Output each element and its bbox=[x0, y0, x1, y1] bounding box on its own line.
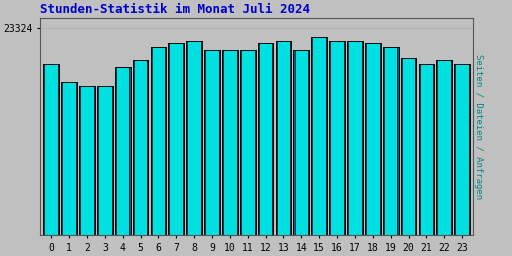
Bar bbox=[204, 50, 220, 235]
Bar bbox=[362, 41, 363, 235]
Bar bbox=[169, 43, 183, 235]
Bar bbox=[130, 67, 131, 235]
Bar bbox=[329, 41, 345, 235]
Bar bbox=[133, 60, 134, 235]
Bar bbox=[79, 86, 80, 235]
Bar bbox=[61, 81, 77, 235]
Bar bbox=[58, 65, 59, 235]
Bar bbox=[379, 43, 381, 235]
Bar bbox=[201, 41, 202, 235]
Bar bbox=[418, 65, 434, 235]
Bar bbox=[275, 41, 276, 235]
Bar bbox=[272, 43, 273, 235]
Bar bbox=[240, 50, 241, 235]
Bar bbox=[165, 47, 166, 235]
Bar bbox=[115, 67, 116, 235]
Bar bbox=[366, 43, 379, 235]
Bar bbox=[219, 50, 220, 235]
Bar bbox=[330, 41, 344, 235]
Bar bbox=[326, 37, 327, 235]
Bar bbox=[276, 41, 290, 235]
Bar bbox=[44, 65, 59, 235]
Bar bbox=[433, 65, 434, 235]
Bar bbox=[183, 43, 184, 235]
Bar bbox=[402, 58, 415, 235]
Bar bbox=[258, 43, 259, 235]
Bar bbox=[401, 58, 416, 235]
Bar bbox=[436, 60, 452, 235]
Bar bbox=[97, 86, 98, 235]
Bar bbox=[348, 41, 362, 235]
Bar bbox=[454, 65, 470, 235]
Bar bbox=[420, 65, 433, 235]
Bar bbox=[94, 86, 95, 235]
Bar bbox=[347, 41, 348, 235]
Bar bbox=[186, 41, 187, 235]
Bar bbox=[383, 47, 384, 235]
Bar bbox=[311, 37, 312, 235]
Bar bbox=[98, 86, 112, 235]
Bar bbox=[187, 41, 201, 235]
Bar bbox=[222, 50, 223, 235]
Bar bbox=[259, 43, 272, 235]
Bar bbox=[418, 65, 420, 235]
Bar bbox=[168, 43, 169, 235]
Bar bbox=[294, 50, 308, 235]
Y-axis label: Seiten / Dateien / Anfragen: Seiten / Dateien / Anfragen bbox=[474, 54, 483, 199]
Bar bbox=[97, 86, 113, 235]
Bar bbox=[308, 50, 309, 235]
Text: Stunden-Statistik im Monat Juli 2024: Stunden-Statistik im Monat Juli 2024 bbox=[40, 4, 310, 16]
Bar bbox=[365, 43, 366, 235]
Bar bbox=[311, 37, 327, 235]
Bar bbox=[290, 41, 291, 235]
Bar bbox=[186, 41, 202, 235]
Bar bbox=[275, 41, 291, 235]
Bar bbox=[312, 37, 326, 235]
Bar bbox=[415, 58, 416, 235]
Bar bbox=[116, 67, 130, 235]
Bar bbox=[240, 50, 255, 235]
Bar bbox=[329, 41, 330, 235]
Bar bbox=[151, 47, 166, 235]
Bar bbox=[76, 81, 77, 235]
Bar bbox=[112, 86, 113, 235]
Bar bbox=[115, 67, 131, 235]
Bar bbox=[79, 86, 95, 235]
Bar bbox=[204, 50, 205, 235]
Bar bbox=[344, 41, 345, 235]
Bar bbox=[454, 65, 455, 235]
Bar bbox=[134, 60, 147, 235]
Bar bbox=[45, 65, 58, 235]
Bar bbox=[237, 50, 238, 235]
Bar bbox=[293, 50, 309, 235]
Bar bbox=[455, 65, 469, 235]
Bar bbox=[397, 47, 398, 235]
Bar bbox=[151, 47, 152, 235]
Bar bbox=[62, 81, 76, 235]
Bar bbox=[469, 65, 470, 235]
Bar bbox=[168, 43, 184, 235]
Bar bbox=[205, 50, 219, 235]
Bar bbox=[254, 50, 255, 235]
Bar bbox=[384, 47, 397, 235]
Bar bbox=[147, 60, 148, 235]
Bar bbox=[222, 50, 238, 235]
Bar bbox=[293, 50, 294, 235]
Bar bbox=[437, 60, 451, 235]
Bar bbox=[347, 41, 363, 235]
Bar bbox=[44, 65, 45, 235]
Bar bbox=[223, 50, 237, 235]
Bar bbox=[241, 50, 254, 235]
Bar bbox=[80, 86, 94, 235]
Bar bbox=[152, 47, 165, 235]
Bar bbox=[61, 81, 62, 235]
Bar bbox=[258, 43, 273, 235]
Bar bbox=[365, 43, 381, 235]
Bar bbox=[383, 47, 398, 235]
Bar bbox=[436, 60, 437, 235]
Bar bbox=[401, 58, 402, 235]
Bar bbox=[133, 60, 148, 235]
Bar bbox=[451, 60, 452, 235]
